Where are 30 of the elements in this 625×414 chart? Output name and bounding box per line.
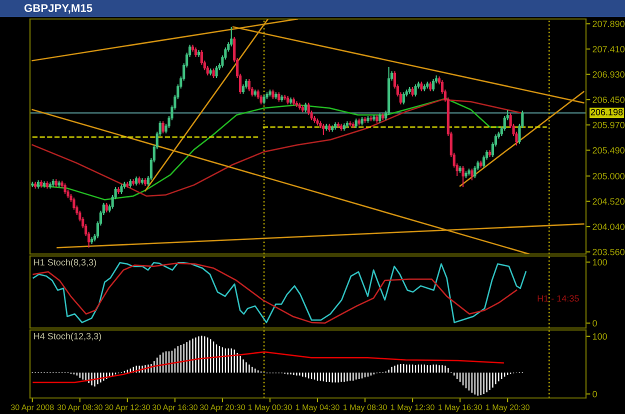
x-tick-label: 30 Apr 08:30: [57, 404, 102, 412]
y-tick-label: 205.490: [592, 147, 625, 154]
y-tick-label: 204.040: [592, 224, 625, 230]
y-tick-label: 207.890: [592, 20, 625, 28]
x-tick-label: 30 Apr 20:30: [200, 404, 245, 412]
x-tick-label: 30 Apr 16:30: [152, 404, 198, 412]
x-tick-label: 30 Apr 12:30: [104, 404, 150, 412]
y-tick-label: 100: [592, 259, 607, 266]
y-tick-label: 205.970: [592, 122, 625, 128]
x-tick-label: 1 May 04:30: [296, 404, 340, 412]
y-tick-label: 205.000: [592, 172, 625, 180]
y-tick-label: 206.450: [592, 96, 625, 103]
x-tick-label: 1 May 12:30: [390, 404, 434, 412]
y-tick-label: 100: [592, 333, 607, 340]
y-tick-label: 207.410: [592, 46, 625, 52]
y-tick-label: 204.520: [592, 198, 625, 205]
x-tick-label: 1 May 20:30: [486, 404, 530, 412]
chart-title: H4 Stoch(12,3,3): [34, 332, 102, 342]
x-tick-label: 1 May 08:30: [343, 404, 387, 412]
y-tick-label: 206.930: [592, 71, 625, 78]
annotation: H1 - 14:35: [538, 295, 579, 302]
y-tick-label: 203.560: [592, 248, 625, 256]
chart-title: H1 Stoch(8,3,3): [34, 258, 96, 268]
y-tick-label: 0: [592, 390, 597, 398]
x-tick-label: 30 Apr 2008: [10, 404, 54, 412]
ref-line-label: 206.198: [590, 108, 623, 116]
x-tick-label: 1 May 16:30: [438, 404, 482, 412]
x-tick-label: 1 May 00:30: [248, 404, 292, 412]
y-tick-label: 0: [592, 320, 597, 326]
chart-title: GBPJPY,M15: [24, 4, 92, 14]
